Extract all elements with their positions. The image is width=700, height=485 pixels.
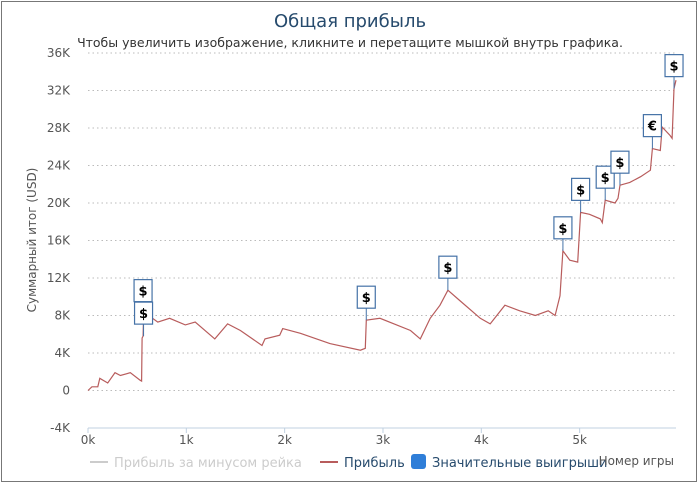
big-win-flag[interactable]: € <box>642 114 663 149</box>
y-tick-label: 12K <box>47 271 71 285</box>
big-win-flag[interactable]: $ <box>571 177 591 213</box>
x-tick-label: 2k <box>277 433 292 447</box>
legend-item-profit[interactable]: Прибыль <box>344 456 405 471</box>
flag-box <box>438 255 458 279</box>
x-tick-label: 5k <box>572 433 587 447</box>
flag-label: $ <box>558 222 567 237</box>
big-win-flag[interactable]: $ <box>553 216 573 251</box>
flag-label: $ <box>576 183 585 198</box>
y-tick-label: 28K <box>47 121 71 135</box>
big-win-flag[interactable]: $ <box>664 54 684 89</box>
flag-label: $ <box>443 261 452 276</box>
flag-box <box>553 216 573 240</box>
legend-swatch-big-wins <box>411 454 426 469</box>
y-tick-label: 20K <box>47 196 71 210</box>
big-win-flag[interactable]: $ <box>133 301 154 337</box>
y-tick-label: -4K <box>50 421 71 435</box>
y-axis-title: Суммарный итог (USD) <box>25 168 39 313</box>
x-tick-label: 1k <box>179 433 194 447</box>
y-tick-label: 0 <box>62 384 70 398</box>
x-tick-label: 0k <box>81 433 96 447</box>
y-tick-label: 4K <box>54 346 71 360</box>
big-win-flag[interactable]: $ <box>610 150 630 186</box>
flag-label: $ <box>670 60 679 75</box>
x-axis-title: Номер игры <box>599 454 674 468</box>
big-win-flag[interactable]: $ <box>356 285 376 321</box>
chart-subtitle: Чтобы увеличить изображение, кликните и … <box>77 35 623 50</box>
flag-label: € <box>647 120 657 135</box>
legend-item-net-profit[interactable]: Прибыль за минусом рейка <box>114 456 302 471</box>
flag-label: $ <box>139 307 148 322</box>
chart-title: Общая прибыль <box>274 11 426 32</box>
y-tick-label: 8K <box>54 309 71 323</box>
y-tick-label: 32K <box>47 84 71 98</box>
y-tick-label: 36K <box>47 46 71 60</box>
flag-box <box>610 150 630 174</box>
flag-box <box>571 177 591 201</box>
series-line-profit[interactable] <box>87 80 677 391</box>
flag-box <box>595 165 615 189</box>
flag-box <box>642 114 663 138</box>
flag-label: $ <box>601 171 610 186</box>
flag-box <box>664 54 684 78</box>
flag-label: $ <box>139 285 148 300</box>
flag-box <box>133 301 154 325</box>
flag-box <box>356 285 376 309</box>
flag-label: $ <box>615 156 624 171</box>
flag-label: $ <box>362 291 371 306</box>
y-tick-label: 16K <box>47 234 71 248</box>
y-tick-label: 24K <box>47 159 71 173</box>
big-win-flag[interactable]: $ <box>595 165 615 201</box>
x-tick-label: 4k <box>474 433 489 447</box>
x-tick-label: 3k <box>376 433 391 447</box>
legend-item-big-wins[interactable]: Значительные выигрыши <box>432 456 607 471</box>
big-win-flag[interactable]: $ <box>438 255 458 291</box>
